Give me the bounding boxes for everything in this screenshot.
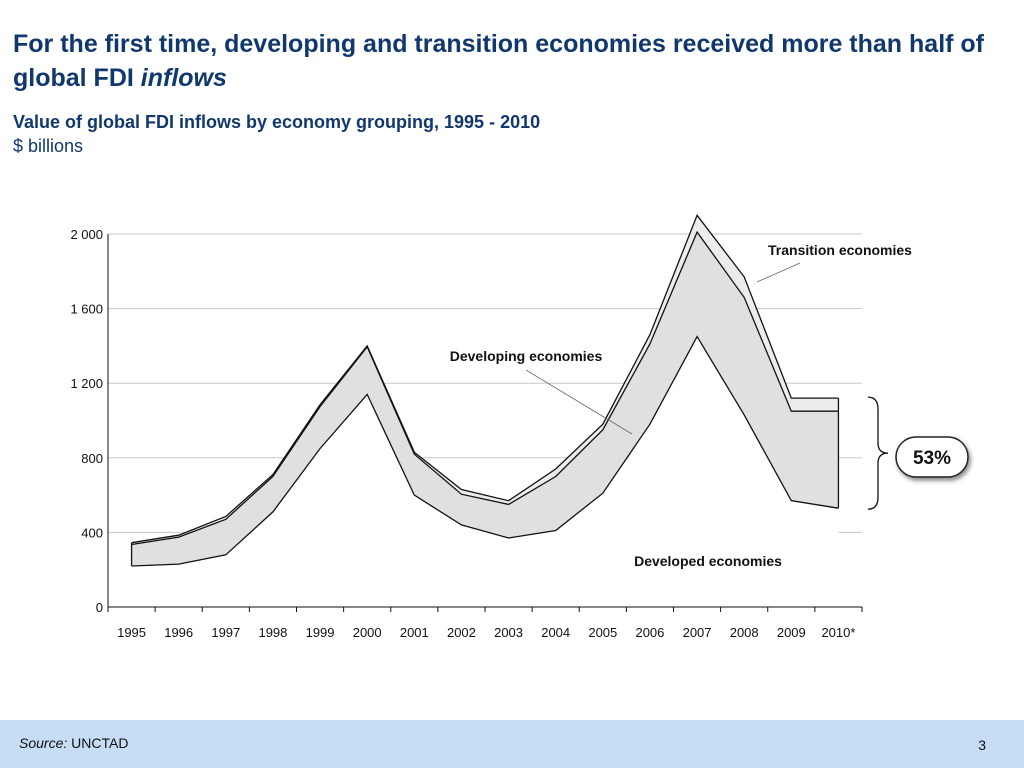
x-tick-label: 2009 [777, 625, 806, 640]
fdi-area-chart: 0 400 800 1 200 1 600 2 000 1995 1996 1997 1998 19… [70, 213, 969, 640]
footer-bar: Source: UNCTAD 3 [0, 720, 1024, 768]
annotation-leader-line [525, 369, 633, 435]
x-tick-label: 2004 [541, 625, 570, 640]
area-developed-economies [131, 336, 839, 607]
title-emphasis-text: inflows [140, 64, 227, 92]
source-note: Source: UNCTAD [19, 735, 128, 751]
x-tick-label: 1996 [164, 625, 193, 640]
chart-unit-label: $ billions [13, 136, 84, 156]
x-tick-label: 2010* [821, 625, 855, 640]
y-tick-label: 1 600 [70, 302, 103, 317]
annotation-developing-economies: Developing economies [450, 348, 603, 364]
callout-brace [867, 396, 889, 510]
line-developing-economies [131, 230, 839, 546]
y-tick-label: 2 000 [70, 227, 103, 242]
area-developing-economies [131, 232, 839, 566]
y-tick-label: 800 [81, 451, 103, 466]
chart-subtitle: Value of global FDI inflows by economy g… [13, 112, 541, 132]
x-tick-label: 1995 [117, 625, 146, 640]
slide-title: For the first time, developing and trans… [13, 27, 1013, 95]
source-text: UNCTAD [67, 735, 129, 751]
callout-percentage: 53% [913, 448, 951, 469]
x-tick-label: 2002 [447, 625, 476, 640]
series-lines [130, 213, 840, 567]
x-tick-label: 2006 [635, 625, 664, 640]
x-tick-label: 1998 [258, 625, 287, 640]
annotations: Developing economies Transition economies… [450, 242, 969, 569]
tick-labels: 0 400 800 1 200 1 600 2 000 1995 1996 1997 1998 19… [70, 227, 855, 640]
line-transition-economies [131, 213, 839, 544]
y-tick-label: 400 [81, 525, 103, 540]
x-tick-label: 2000 [353, 625, 382, 640]
annotation-leader-line [756, 262, 801, 283]
series-areas [131, 215, 839, 607]
line-developed-economies [131, 335, 839, 567]
annotation-developed-economies: Developed economies [634, 553, 782, 569]
x-tick-label: 2001 [400, 625, 429, 640]
page-number: 3 [978, 737, 986, 753]
x-tick-label: 1999 [306, 625, 335, 640]
x-tick-label: 2005 [588, 625, 617, 640]
x-tick-label: 1997 [211, 625, 240, 640]
callout-bubble [895, 436, 969, 478]
y-tick-label: 0 [96, 600, 103, 615]
annotation-transition-economies: Transition economies [768, 242, 912, 258]
source-label: Source: [19, 735, 68, 751]
x-tick-label: 2008 [730, 625, 759, 640]
x-tick-label: 2003 [494, 625, 523, 640]
title-main-text: For the first time, developing and trans… [13, 30, 985, 92]
x-tick-label: 2007 [683, 625, 712, 640]
axes [107, 234, 863, 612]
y-tick-label: 1 200 [70, 376, 103, 391]
